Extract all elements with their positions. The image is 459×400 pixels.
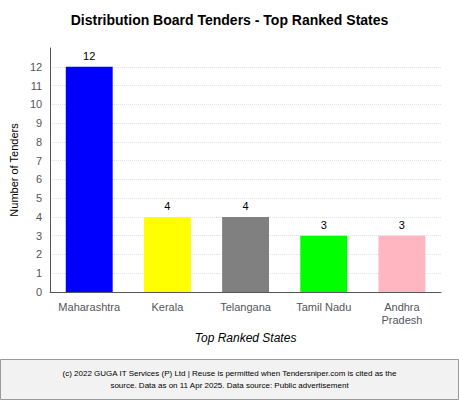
svg-text:Number of Tenders: Number of Tenders xyxy=(8,123,20,217)
svg-text:(c) 2022 GUGA IT Services (P): (c) 2022 GUGA IT Services (P) Ltd | Reus… xyxy=(63,369,397,378)
svg-text:9: 9 xyxy=(36,117,42,129)
svg-text:Maharashtra: Maharashtra xyxy=(58,301,121,313)
svg-text:Pradesh: Pradesh xyxy=(381,314,422,326)
svg-text:3: 3 xyxy=(36,230,42,242)
svg-text:Top Ranked States: Top Ranked States xyxy=(195,331,297,345)
svg-text:0: 0 xyxy=(36,286,42,298)
svg-text:11: 11 xyxy=(31,80,42,92)
svg-text:7: 7 xyxy=(36,155,42,167)
svg-text:8: 8 xyxy=(36,136,42,148)
svg-text:4: 4 xyxy=(36,211,42,223)
svg-text:Telangana: Telangana xyxy=(220,301,272,313)
svg-text:3: 3 xyxy=(399,219,405,231)
svg-text:4: 4 xyxy=(243,200,249,212)
svg-text:Distribution Board Tenders - T: Distribution Board Tenders - Top Ranked … xyxy=(71,12,389,28)
svg-text:source. Data as on 11 Apr 2025: source. Data as on 11 Apr 2025. Data sou… xyxy=(110,381,349,390)
svg-text:Tamil Nadu: Tamil Nadu xyxy=(296,301,351,313)
svg-text:Andhra: Andhra xyxy=(384,301,420,313)
svg-text:4: 4 xyxy=(164,200,170,212)
svg-text:3: 3 xyxy=(321,219,327,231)
svg-text:1: 1 xyxy=(36,267,42,279)
svg-text:10: 10 xyxy=(30,98,42,110)
svg-text:6: 6 xyxy=(36,173,42,185)
svg-text:5: 5 xyxy=(36,192,42,204)
svg-text:12: 12 xyxy=(83,50,95,62)
svg-text:Kerala: Kerala xyxy=(151,301,184,313)
svg-text:12: 12 xyxy=(30,61,42,73)
svg-text:2: 2 xyxy=(36,248,42,260)
